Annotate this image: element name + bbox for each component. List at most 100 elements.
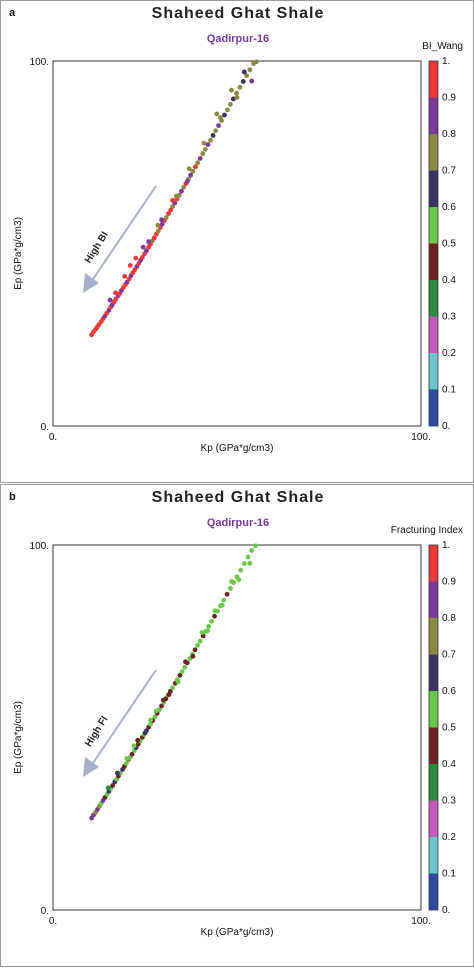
data-point [240,79,246,84]
scatter-plot: 0. 100. 0. 100. Kp (GPa*g/cm3) Ep (GPa*g/cm3)… [13,540,456,938]
colorbar-tick-label: 0.1 [442,385,456,396]
data-point [110,783,116,788]
data-point [229,579,234,584]
colorbar-title: Fracturing Index [390,525,463,536]
data-point [177,672,183,678]
data-point [135,737,141,743]
panel-label: a [9,7,16,19]
data-point [155,228,161,234]
data-point [254,59,259,65]
data-point [179,188,184,194]
data-point [224,591,230,597]
colorbar-segment [429,618,438,655]
data-point [192,647,198,653]
y-axis-label: Ep (GPa*g/cm3) [13,701,24,774]
data-point [179,669,185,675]
data-point [159,217,164,223]
colorbar-segment [429,389,438,426]
arrow-head [83,757,99,777]
data-point [131,743,137,749]
data-point [225,107,230,113]
scatter-plot: 0. 100. 0. 100. Kp (GPa*g/cm3) Ep (GPa*g/cm3)… [13,56,456,454]
data-point [115,770,120,776]
x-axis-label: Kp (GPa*g/cm3) [201,927,274,938]
data-point [195,160,201,166]
panel-label: b [9,491,16,503]
colorbar-tick-label: 0.5 [442,723,456,734]
data-point [182,664,188,670]
data-point [184,179,190,184]
colorbar-tick-label: 0.6 [442,686,456,697]
data-point [253,543,258,549]
arrow-shaft [90,185,157,283]
colorbar-tick-label: 1. [442,56,450,67]
data-point [159,703,164,709]
data-point [205,142,211,147]
colorbar-segment [429,545,438,582]
data-point [163,215,169,220]
data-point [193,164,198,170]
data-point [249,548,255,553]
colorbar-tick-label: 0. [442,421,450,432]
data-point [219,602,225,608]
data-point [161,697,166,703]
data-point [227,102,233,107]
data-point [230,96,236,102]
data-point [105,785,111,791]
data-point [166,692,172,698]
colorbar-tick-label: 0.5 [442,239,456,250]
data-point [195,642,201,648]
colorbar-segment [429,727,438,764]
data-point [140,254,145,260]
data-point [216,123,222,129]
data-point [197,156,203,161]
colorbar-segment [429,170,438,207]
x-tick-label: 0. [49,916,57,927]
colorbar-segment [429,134,438,171]
data-point [181,184,187,190]
colorbar-segment [429,353,438,390]
colorbar-tick-label: 0.1 [442,869,456,880]
data-point [113,290,118,296]
colorbar-segment [429,207,438,244]
data-point [133,255,139,261]
colorbar-tick-label: 0.3 [442,312,456,323]
data-point [212,608,218,614]
colorbar-tick-label: 0. [442,905,450,916]
colorbar-segment [429,691,438,728]
data-point [222,112,227,118]
data-point [205,628,210,634]
data-point [124,756,129,761]
data-point [206,623,212,629]
colorbar-tick-label: 0.8 [442,129,456,140]
data-point [186,166,192,172]
data-point [183,659,188,665]
data-point [241,69,247,75]
colorbar-segment [429,280,438,317]
colorbar-tick-label: 0.6 [442,202,456,213]
data-point [237,84,243,90]
x-tick-label: 0. [49,432,57,443]
data-point [202,146,208,152]
data-point [173,193,179,199]
chart-title: Shaheed Ghat Shale [151,489,325,506]
data-point [170,204,176,210]
colorbar-segment [429,654,438,691]
data-point [210,133,216,138]
data-point [213,128,219,134]
data-point [129,751,135,757]
data-point [208,137,213,143]
colorbar-tick-label: 0.2 [442,348,456,359]
data-point [127,263,133,268]
chart-title: Shaheed Ghat Shale [151,5,325,22]
y-axis-label: Ep (GPa*g/cm3) [13,217,24,290]
data-point [142,730,148,736]
data-point [200,151,206,157]
colorbar-segment [429,581,438,618]
data-point [148,717,153,723]
data-point [175,679,181,685]
data-point [153,708,159,714]
data-point [212,613,217,619]
colorbar-frame [428,60,439,427]
x-tick-label: 100. [411,916,430,927]
